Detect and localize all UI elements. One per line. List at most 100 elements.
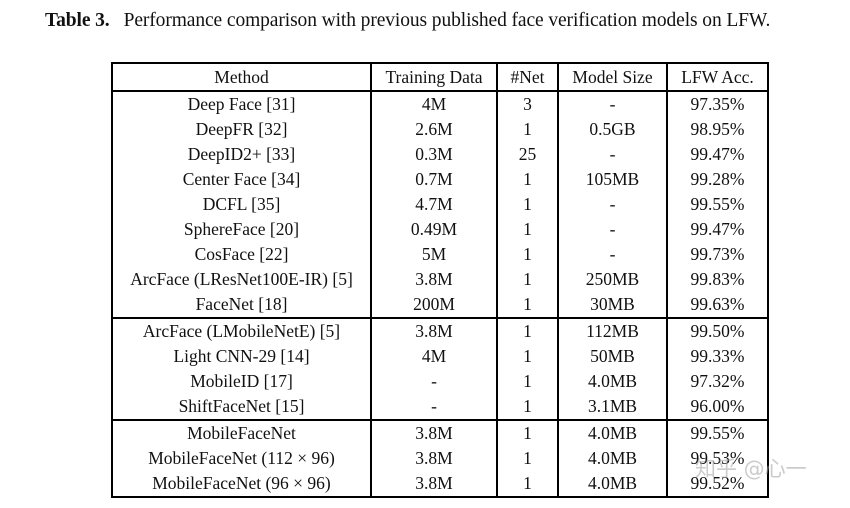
cell-lfw-acc-best: 99.83%: [666, 267, 769, 292]
table-row: SphereFace [20] 0.49M 1 - 99.47%: [111, 217, 769, 242]
cell-net: 25: [496, 142, 559, 167]
table-row: Deep Face [31] 4M 3 - 97.35%: [111, 91, 769, 117]
cell-lfw-acc: 99.28%: [666, 167, 769, 192]
cell-net: 3: [496, 91, 559, 117]
cell-lfw-acc: 99.73%: [666, 242, 769, 267]
cell-net: 1: [496, 242, 559, 267]
cell-net: 1: [496, 292, 559, 318]
cell-net: 1: [496, 117, 559, 142]
cell-training-data: -: [370, 369, 498, 394]
cell-method: Light CNN-29 [14]: [111, 344, 372, 369]
cell-model-size: 4.0MB: [557, 369, 668, 394]
table-row: DeepID2+ [33] 0.3M 25 - 99.47%: [111, 142, 769, 167]
cell-net: 1: [496, 369, 559, 394]
cell-net: 1: [496, 217, 559, 242]
cell-model-size-best: 3.1MB: [557, 394, 668, 420]
cell-net: 1: [496, 344, 559, 369]
cell-method: MobileFaceNet (112 × 96): [111, 446, 372, 471]
cell-lfw-acc: 99.63%: [666, 292, 769, 318]
table-row: DCFL [35] 4.7M 1 - 99.55%: [111, 192, 769, 217]
table-row: MobileID [17] - 1 4.0MB 97.32%: [111, 369, 769, 394]
cell-training-data: 3.8M: [370, 419, 498, 446]
cell-net: 1: [496, 419, 559, 446]
cell-model-size: 250MB: [557, 267, 668, 292]
cell-method: ArcFace (LMobileNetE) [5]: [111, 317, 372, 344]
cell-training-data: 3.8M: [370, 317, 498, 344]
cell-method: SphereFace [20]: [111, 217, 372, 242]
header-model-size: Model Size: [557, 63, 668, 92]
group-mobilefacenet: MobileFaceNet 3.8M 1 4.0MB 99.55% Mobile…: [111, 419, 769, 497]
table-row: MobileFaceNet (112 × 96) 3.8M 1 4.0MB 99…: [111, 446, 769, 471]
cell-training-data: 3.8M: [370, 471, 498, 497]
cell-model-size: -: [557, 91, 668, 117]
table-row: Center Face [34] 0.7M 1 105MB 99.28%: [111, 167, 769, 192]
cell-model-size: -: [557, 242, 668, 267]
cell-method: MobileID [17]: [111, 369, 372, 394]
cell-training-data: 4M: [370, 91, 498, 117]
cell-method: ShiftFaceNet [15]: [111, 394, 372, 420]
cell-training-data: 3.8M: [370, 446, 498, 471]
cell-method: DCFL [35]: [111, 192, 372, 217]
performance-comparison-table: Method Training Data #Net Model Size LFW…: [111, 62, 769, 498]
cell-method: ArcFace (LResNet100E-IR) [5]: [111, 267, 372, 292]
group-large-models: Deep Face [31] 4M 3 - 97.35% DeepFR [32]…: [111, 91, 769, 318]
cell-method: DeepID2+ [33]: [111, 142, 372, 167]
cell-model-size: 112MB: [557, 317, 668, 344]
table-row: ArcFace (LMobileNetE) [5] 3.8M 1 112MB 9…: [111, 317, 769, 344]
cell-method: CosFace [22]: [111, 242, 372, 267]
header-net: #Net: [496, 63, 559, 92]
cell-training-data: 4.7M: [370, 192, 498, 217]
cell-net: 1: [496, 267, 559, 292]
header-method: Method: [111, 63, 372, 92]
cell-lfw-acc: 99.52%: [666, 471, 769, 497]
cell-net: 1: [496, 446, 559, 471]
cell-lfw-acc: 98.95%: [666, 117, 769, 142]
table-row: MobileFaceNet 3.8M 1 4.0MB 99.55%: [111, 419, 769, 446]
cell-lfw-acc: 97.35%: [666, 91, 769, 117]
cell-method: MobileFaceNet (96 × 96): [111, 471, 372, 497]
cell-model-size: 4.0MB: [557, 471, 668, 497]
cell-training-data: 4M: [370, 344, 498, 369]
cell-method: DeepFR [32]: [111, 117, 372, 142]
cell-training-data: 200M: [370, 292, 498, 318]
cell-net: 1: [496, 394, 559, 420]
cell-model-size: -: [557, 192, 668, 217]
cell-net: 1: [496, 167, 559, 192]
table-row: FaceNet [18] 200M 1 30MB 99.63%: [111, 292, 769, 318]
cell-lfw-acc: 99.53%: [666, 446, 769, 471]
cell-method-proposed: MobileFaceNet: [111, 419, 372, 446]
header-training-data: Training Data: [370, 63, 498, 92]
cell-lfw-acc: 99.50%: [666, 317, 769, 344]
cell-model-size: 105MB: [557, 167, 668, 192]
cell-lfw-acc: 99.33%: [666, 344, 769, 369]
cell-lfw-acc: 99.47%: [666, 217, 769, 242]
cell-training-data: -: [370, 394, 498, 420]
cell-training-data: 2.6M: [370, 117, 498, 142]
caption-label: Table 3.: [45, 10, 110, 31]
cell-model-size: 4.0MB: [557, 419, 668, 446]
cell-model-size: 50MB: [557, 344, 668, 369]
table-row: ArcFace (LResNet100E-IR) [5] 3.8M 1 250M…: [111, 267, 769, 292]
cell-method: Center Face [34]: [111, 167, 372, 192]
cell-training-data: 0.49M: [370, 217, 498, 242]
table-row: DeepFR [32] 2.6M 1 0.5GB 98.95%: [111, 117, 769, 142]
cell-training-data: 0.3M: [370, 142, 498, 167]
table-caption: Table 3. Performance comparison with prev…: [45, 10, 770, 32]
header-lfw-acc: LFW Acc.: [666, 63, 769, 92]
cell-lfw-acc: 99.55%: [666, 419, 769, 446]
table-row: Light CNN-29 [14] 4M 1 50MB 99.33%: [111, 344, 769, 369]
cell-lfw-acc: 99.55%: [666, 192, 769, 217]
cell-model-size: 30MB: [557, 292, 668, 318]
cell-model-size: -: [557, 217, 668, 242]
cell-lfw-acc: 97.32%: [666, 369, 769, 394]
cell-training-data: 0.7M: [370, 167, 498, 192]
cell-model-size: -: [557, 142, 668, 167]
caption-text: Performance comparison with previous pub…: [123, 10, 771, 31]
cell-method: FaceNet [18]: [111, 292, 372, 318]
group-compact-models: ArcFace (LMobileNetE) [5] 3.8M 1 112MB 9…: [111, 317, 769, 420]
cell-training-data: 5M: [370, 242, 498, 267]
cell-model-size: 4.0MB: [557, 446, 668, 471]
cell-net: 1: [496, 192, 559, 217]
cell-model-size: 0.5GB: [557, 117, 668, 142]
table-row: ShiftFaceNet [15] - 1 3.1MB 96.00%: [111, 394, 769, 420]
